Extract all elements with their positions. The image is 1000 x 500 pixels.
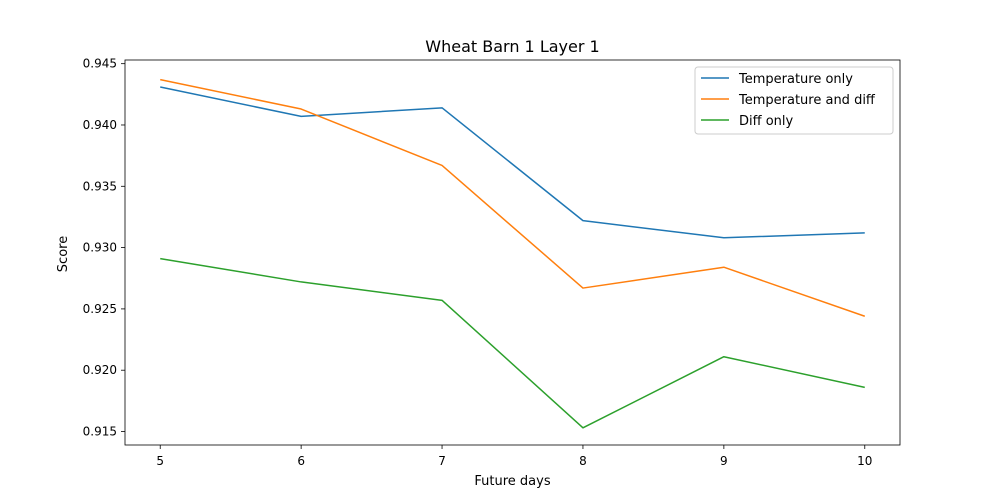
y-tick-label: 0.925 [83, 302, 117, 316]
y-axis: 0.915 0.920 0.925 0.930 0.935 0.940 0.945 [83, 57, 125, 439]
y-tick-label: 0.940 [83, 118, 117, 132]
x-tick-label: 9 [720, 454, 728, 468]
y-tick-label: 0.915 [83, 425, 117, 439]
series-line-3 [160, 257, 865, 429]
y-tick-label: 0.930 [83, 241, 117, 255]
legend: Temperature only Temperature and diff Diff… [694, 66, 894, 135]
plot-frame [124, 59, 901, 446]
x-tick-label: 10 [857, 454, 872, 468]
series-line-1 [160, 86, 865, 239]
legend-box [694, 66, 894, 135]
legend-label-3: Diff only [739, 114, 794, 129]
y-axis-label: Score [56, 236, 71, 272]
series-line-2 [160, 78, 866, 317]
y-tick-label: 0.945 [83, 57, 117, 71]
plot-area [124, 59, 901, 446]
y-tick-label: 0.935 [83, 179, 117, 193]
legend-label-1: Temperature only [738, 72, 853, 87]
x-tick-label: 7 [438, 454, 446, 468]
x-tick-label: 8 [579, 454, 587, 468]
legend-label-2: Temperature and diff [738, 93, 876, 108]
x-axis-label: Future days [474, 474, 550, 489]
x-tick-label: 6 [297, 454, 305, 468]
y-tick-label: 0.920 [83, 363, 117, 377]
x-tick-label: 5 [156, 454, 164, 468]
chart-title: Wheat Barn 1 Layer 1 [425, 37, 599, 56]
x-axis: 5 6 7 8 9 10 [156, 445, 872, 468]
